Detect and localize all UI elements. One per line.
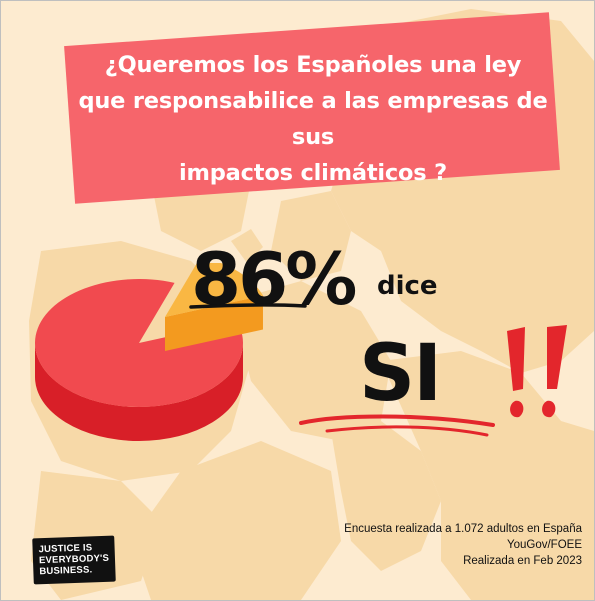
exclamation-marks-icon — [507, 325, 567, 418]
survey-footnote: Encuesta realizada a 1.072 adultos en Es… — [282, 521, 582, 569]
pie-slice-otros-side — [165, 295, 263, 351]
pie-slice-otros-group — [165, 263, 263, 351]
pie-chart — [35, 263, 263, 441]
pie-slice-si — [35, 279, 243, 407]
footnote-line: YouGov/FOEE — [506, 539, 582, 551]
dice-label: dice — [377, 271, 438, 301]
logo-line: BUSINESS. — [39, 564, 93, 578]
footnote-line: Encuesta realizada a 1.072 adultos en Es… — [344, 523, 582, 535]
survey-question-title: ¿Queremos los Españoles una ley que resp… — [63, 47, 563, 191]
title-line: ¿Queremos los Españoles una ley — [104, 52, 522, 78]
pie-slice-otros — [165, 263, 263, 317]
pie-slice-si-side — [35, 343, 243, 441]
title-line: impactos climáticos ? — [179, 160, 447, 186]
footnote-line: Realizada en Feb 2023 — [463, 555, 582, 567]
percent-underline — [189, 303, 307, 309]
justice-is-everybodys-business-logo: JUSTICE IS EVERYBODY'S BUSINESS. — [32, 535, 116, 585]
answer-si: SI — [359, 329, 442, 419]
title-line: que responsabilice a las empresas de sus — [78, 88, 548, 150]
red-underline-swoosh — [299, 414, 495, 437]
